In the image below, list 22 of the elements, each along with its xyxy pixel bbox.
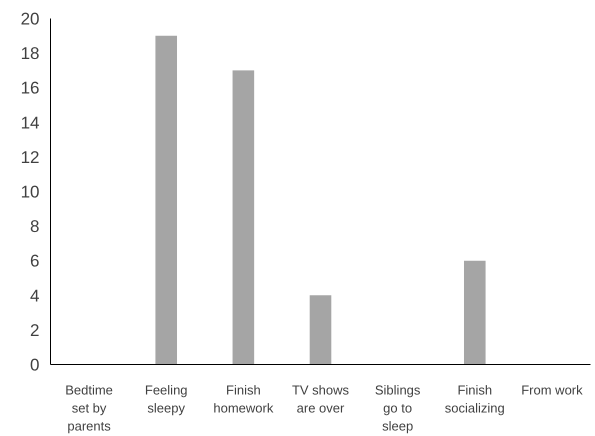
x-tick-label: Siblings go to sleep	[374, 382, 421, 434]
bar	[310, 295, 332, 364]
x-tick-label: Finish socializing	[444, 382, 505, 416]
y-tick-label: 10	[20, 182, 40, 202]
y-tick-label: 14	[20, 113, 40, 132]
y-tick-label: 0	[30, 356, 40, 374]
y-tick-label: 20	[20, 10, 40, 28]
y-tick-label: 18	[20, 44, 40, 64]
bar	[232, 70, 254, 364]
y-tick-label: 16	[20, 78, 40, 98]
x-tick-label: Bedtime set by parents	[65, 382, 113, 434]
x-tick-label: TV shows are over	[292, 382, 350, 416]
x-tick-label: Feeling sleepy	[144, 382, 188, 416]
y-tick-label: 2	[30, 320, 40, 340]
x-tick-label: From work	[521, 382, 584, 398]
bar	[464, 260, 486, 364]
y-tick-label: 12	[20, 148, 40, 167]
x-tick-label: Finish homework	[213, 382, 274, 416]
y-tick-label: 8	[30, 217, 40, 236]
y-tick-label: 4	[30, 286, 40, 306]
bar	[155, 36, 178, 364]
y-tick-label: 6	[30, 252, 40, 271]
